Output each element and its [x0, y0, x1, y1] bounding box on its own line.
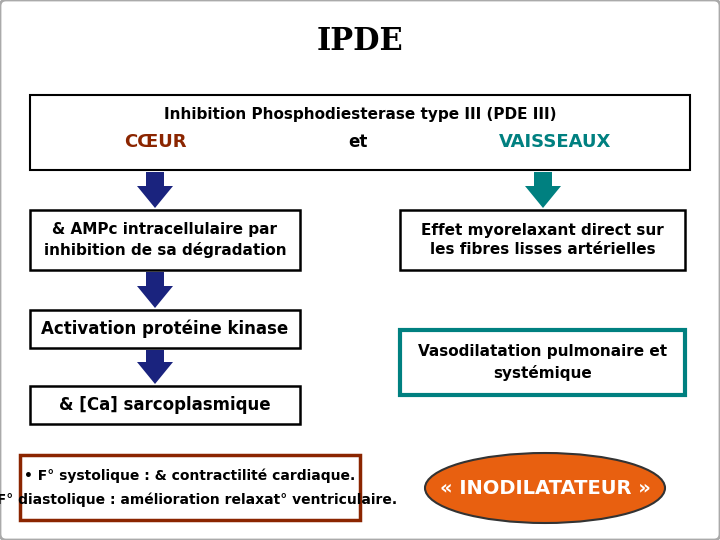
Bar [400, 210, 685, 270]
Text: IPDE: IPDE [317, 26, 403, 57]
Text: et: et [348, 133, 368, 151]
Text: Vasodilatation pulmonaire et
systémique: Vasodilatation pulmonaire et systémique [418, 345, 667, 381]
Text: Inhibition Phosphodiesterase type III (PDE III): Inhibition Phosphodiesterase type III (P… [163, 107, 557, 123]
Polygon shape [525, 172, 561, 208]
Text: & AMPc intracellulaire par
inhibition de sa dégradation: & AMPc intracellulaire par inhibition de… [44, 222, 287, 258]
Bar [30, 95, 690, 170]
Text: • F° systolique : & contractilité cardiaque.
• F° diastolique : amélioration rel: • F° systolique : & contractilité cardia… [0, 468, 397, 507]
Text: Effet myorelaxant direct sur
les fibres lisses artérielles: Effet myorelaxant direct sur les fibres … [421, 222, 664, 258]
Polygon shape [137, 172, 173, 208]
Text: VAISSEAUX: VAISSEAUX [499, 133, 611, 151]
Text: & [Ca] sarcoplasmique: & [Ca] sarcoplasmique [59, 396, 271, 414]
Bar [20, 455, 360, 520]
Polygon shape [137, 272, 173, 308]
Polygon shape [137, 350, 173, 384]
Bar [30, 386, 300, 424]
Ellipse shape [425, 453, 665, 523]
Text: « INODILATATEUR »: « INODILATATEUR » [440, 478, 650, 497]
Text: Activation protéine kinase: Activation protéine kinase [41, 320, 289, 338]
Bar [400, 330, 685, 395]
Bar [30, 210, 300, 270]
Bar [30, 310, 300, 348]
Text: CŒUR: CŒUR [124, 133, 186, 151]
